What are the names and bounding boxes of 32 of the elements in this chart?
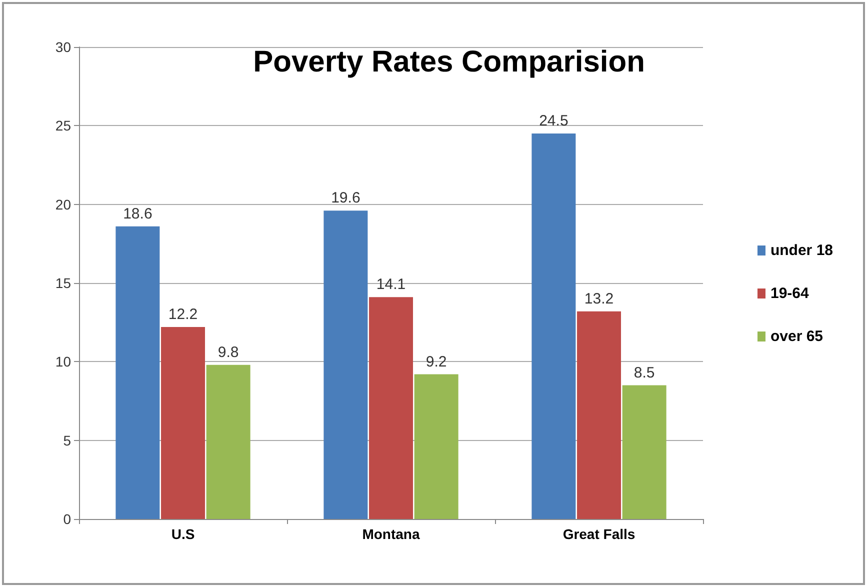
bar	[116, 226, 160, 519]
x-tick-label: Montana	[362, 526, 420, 542]
data-label: 9.8	[218, 344, 239, 361]
bar	[161, 327, 205, 519]
y-tick-label: 30	[55, 39, 72, 55]
bar	[532, 134, 576, 519]
bar	[577, 311, 621, 519]
data-label: 14.1	[376, 276, 406, 294]
y-tick-label: 5	[63, 432, 72, 448]
bar	[622, 385, 666, 519]
bar	[324, 210, 368, 519]
y-tick-label: 25	[55, 118, 72, 134]
bar	[414, 374, 458, 519]
bar	[206, 364, 250, 519]
data-label: 8.5	[634, 364, 655, 382]
y-tick-label: 15	[55, 275, 72, 291]
legend-label: under 18	[770, 242, 834, 259]
data-label: 19.6	[331, 190, 360, 207]
data-label: 12.2	[168, 306, 198, 324]
x-tick-label: U.S	[171, 526, 195, 542]
data-label: 13.2	[584, 290, 614, 308]
x-tick-label: Great Falls	[562, 526, 636, 542]
data-label: 18.6	[123, 205, 152, 222]
data-label: 9.2	[426, 353, 447, 370]
data-label: 24.5	[539, 112, 568, 130]
chart-title: Poverty Rates Comparision	[253, 46, 645, 78]
legend-label: 19-64	[770, 285, 810, 302]
bar	[369, 297, 413, 519]
y-tick-label: 0	[63, 511, 72, 527]
y-tick-label: 20	[55, 196, 72, 212]
legend-label: over 65	[770, 328, 824, 345]
y-tick-label: 10	[55, 354, 72, 370]
